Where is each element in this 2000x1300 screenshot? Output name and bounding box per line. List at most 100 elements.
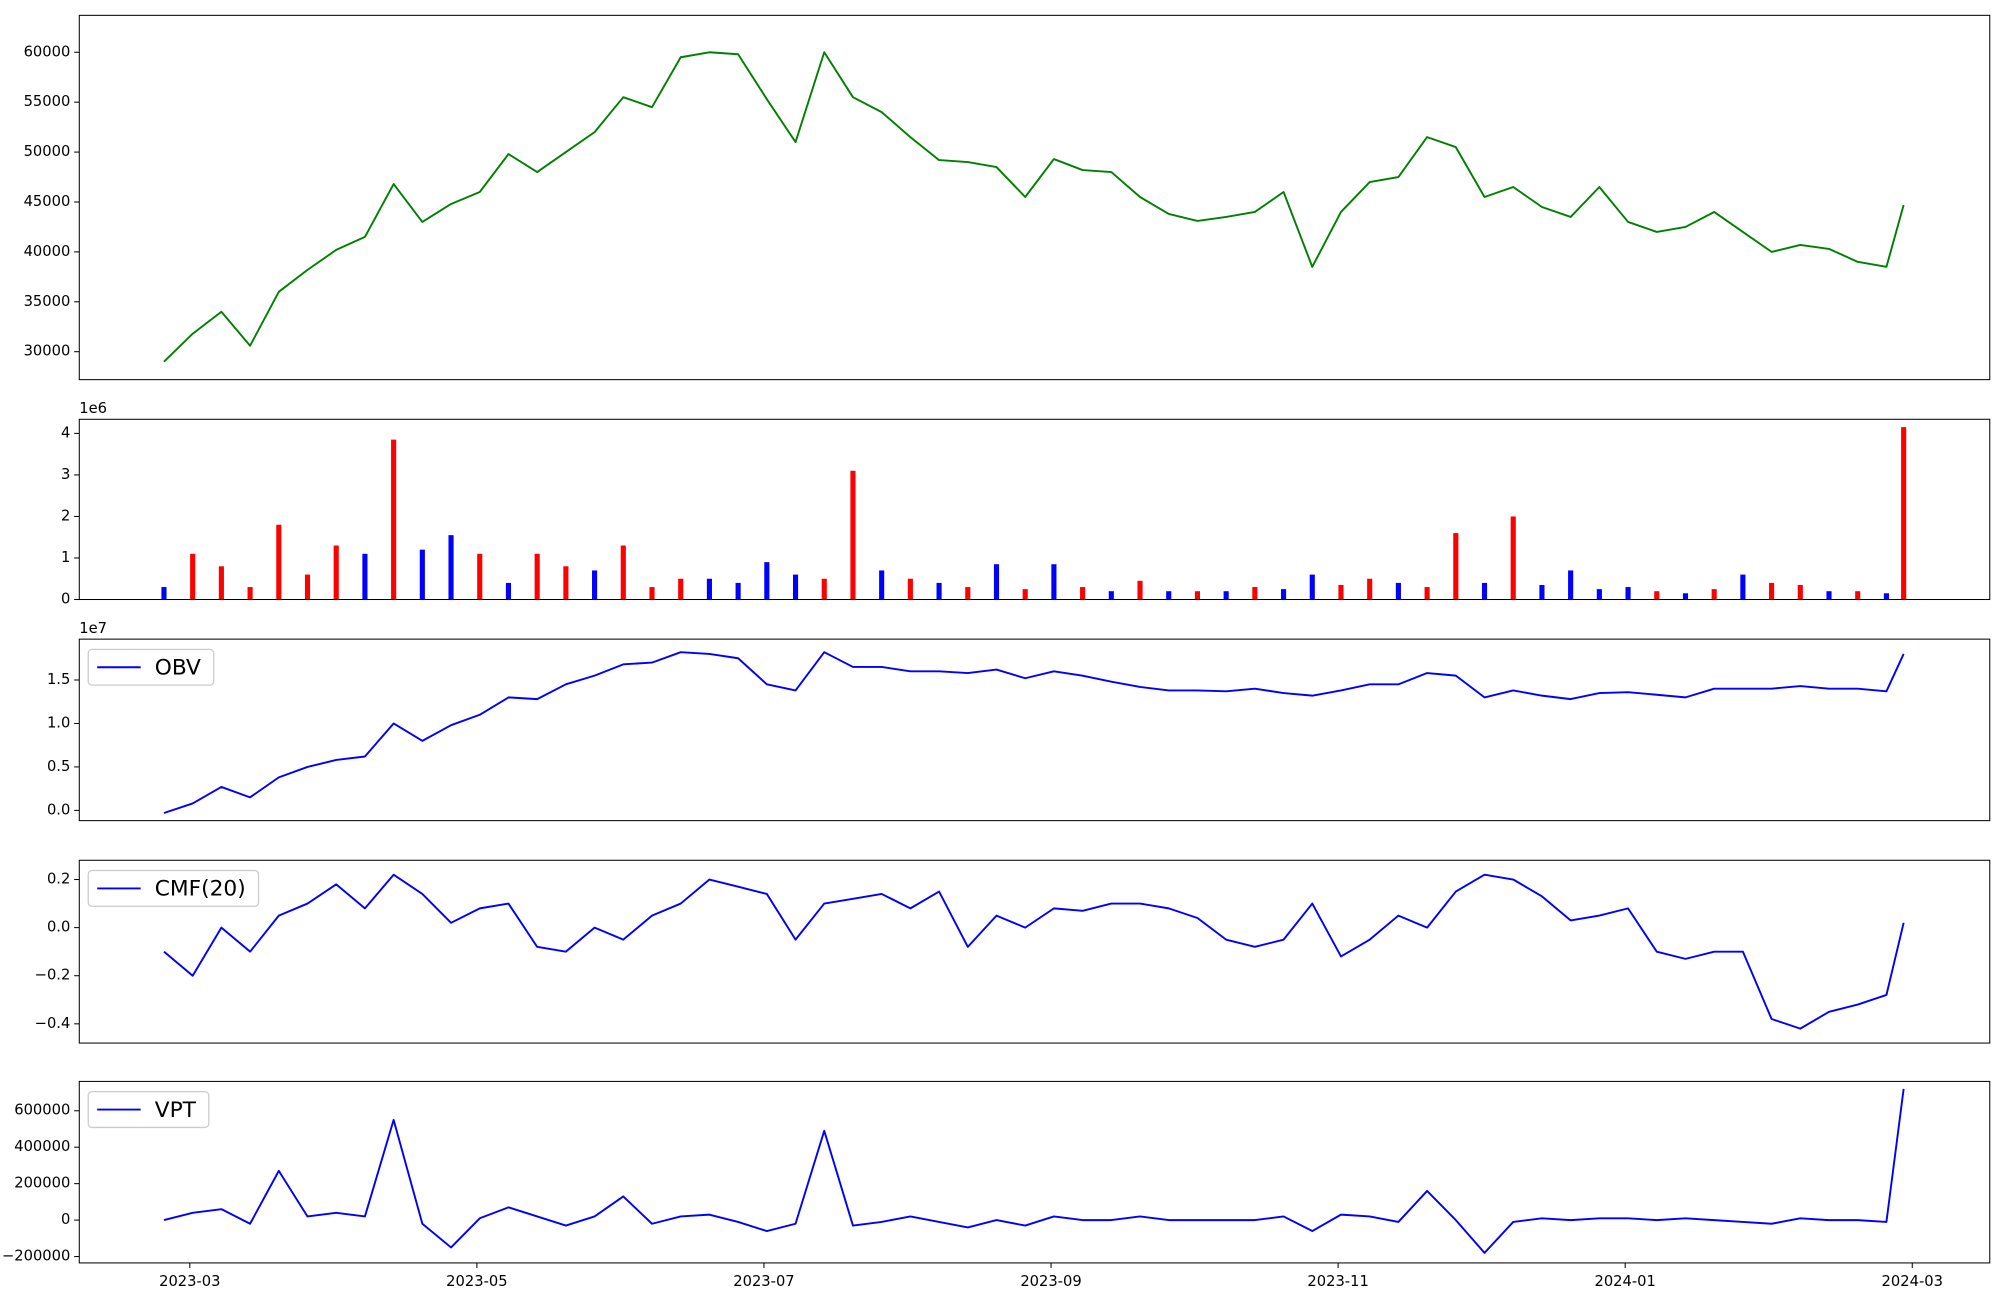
x-tick-label: 2024-01 [1594, 1273, 1655, 1290]
y-tick-label: 600000 [14, 1102, 70, 1119]
y-tick-label: 50000 [24, 143, 71, 160]
volume-bar [649, 587, 655, 600]
y-tick-label: 1 [61, 549, 70, 566]
volume-bar [850, 470, 856, 600]
panel: −200000 0 200000 400000 600000 2023-03 2023-05… [2, 1080, 1991, 1290]
y-tick-label: 35000 [24, 293, 71, 310]
volume-bar [936, 582, 942, 600]
panel: 0 1 2 3 4 1e6 [61, 400, 1991, 608]
volume-bar [362, 553, 368, 600]
volume-bar [764, 562, 770, 600]
volume-bar [1395, 582, 1401, 600]
volume-bar [907, 578, 913, 600]
volume-bar [1596, 589, 1602, 600]
volume-bar [735, 582, 741, 600]
volume-bar [1769, 582, 1775, 600]
volume-bar [333, 545, 339, 600]
volume-bar [879, 570, 885, 600]
legend-box [87, 648, 215, 686]
axis-offset: 1e6 [79, 400, 107, 417]
legend-label: VPT [155, 1098, 197, 1123]
plot-area [79, 639, 1990, 821]
volume-bar [1338, 584, 1344, 600]
plot-area [79, 419, 1990, 600]
y-tick-label: 4 [61, 424, 70, 441]
y-tick-label: 0.5 [47, 758, 70, 775]
volume-bar [1252, 587, 1258, 600]
volume-bar [161, 587, 167, 600]
y-tick-label: 2 [61, 507, 70, 524]
y-tick-label: 0.0 [47, 919, 70, 936]
series-line [163, 1088, 1905, 1254]
y-tick-label: 400000 [14, 1138, 70, 1155]
y-tick-label: 200000 [14, 1175, 70, 1192]
volume-bar [419, 549, 425, 600]
plot-frame [78, 638, 1991, 822]
volume-bar [1855, 591, 1861, 600]
y-tick-label: −0.4 [35, 1015, 71, 1032]
plot-area [79, 860, 1990, 1044]
volume-bar [678, 578, 684, 600]
volume-bar [391, 439, 397, 600]
y-tick-label: 1.5 [47, 671, 70, 688]
y-tick-label: 60000 [24, 43, 71, 60]
volume-bar [563, 566, 569, 600]
volume-bar [592, 570, 598, 600]
volume-bar [247, 587, 253, 600]
volume-bar [1826, 591, 1832, 600]
legend-label: CMF(20) [155, 877, 246, 902]
y-tick-label: 45000 [24, 193, 71, 210]
volume-bar [1424, 587, 1430, 600]
panel: 0.0 0.5 1.0 1.5 1e7 OBV [47, 620, 1991, 822]
y-tick-label: 3 [61, 466, 70, 483]
y-tick-label: 0.0 [47, 801, 70, 818]
legend-box [87, 1091, 210, 1129]
y-tick-label: 0 [61, 591, 70, 608]
volume-bar [1682, 593, 1689, 600]
legend-label: OBV [155, 656, 201, 681]
plot-area [79, 15, 1990, 380]
volume-bar [276, 524, 282, 600]
volume-bar [1510, 516, 1516, 600]
plot-frame [78, 14, 1991, 381]
volume-bar [218, 566, 224, 600]
volume-bar [1309, 574, 1315, 600]
x-tick-label: 2023-11 [1307, 1273, 1368, 1290]
volume-bar [448, 535, 454, 600]
x-tick-label: 2023-09 [1020, 1273, 1081, 1290]
volume-bar [993, 564, 1000, 600]
volume-bar [792, 574, 799, 600]
plot-frame [78, 418, 1991, 601]
volume-bar [706, 578, 712, 600]
volume-bar [620, 545, 626, 600]
axis-offset: 1e7 [79, 620, 107, 637]
volume-bar [1108, 591, 1114, 600]
panel: −0.4 −0.2 0.0 0.2 CMF(20) [35, 859, 1991, 1044]
volume-bar [1481, 582, 1488, 600]
volume-bar [1568, 570, 1574, 600]
volume-bar [304, 574, 311, 600]
volume-bar [190, 553, 196, 600]
y-tick-label: 0.2 [47, 871, 70, 888]
x-tick-label: 2023-03 [159, 1273, 220, 1290]
panel: 30000 35000 40000 45000 50000 55000 60000 [24, 14, 1991, 381]
volume-bar [1281, 589, 1287, 600]
volume-bar [1740, 574, 1746, 600]
volume-bar [1711, 589, 1717, 600]
legend: OBV [87, 648, 215, 686]
volume-bar [1901, 427, 1907, 600]
y-tick-label: −200000 [2, 1248, 70, 1265]
volume-bar [1797, 584, 1803, 600]
volume-bar [1539, 584, 1545, 600]
volume-bar [1051, 564, 1057, 600]
series-line [163, 651, 1905, 814]
plot-frame [78, 1080, 1991, 1264]
volume-bar [1022, 589, 1028, 600]
volume-bar [821, 578, 827, 600]
price-line [163, 51, 1905, 363]
x-tick-label: 2024-03 [1882, 1273, 1943, 1290]
volume-bar [1166, 591, 1172, 600]
volume-bar [1137, 580, 1143, 600]
y-tick-label: 1.0 [47, 714, 70, 731]
